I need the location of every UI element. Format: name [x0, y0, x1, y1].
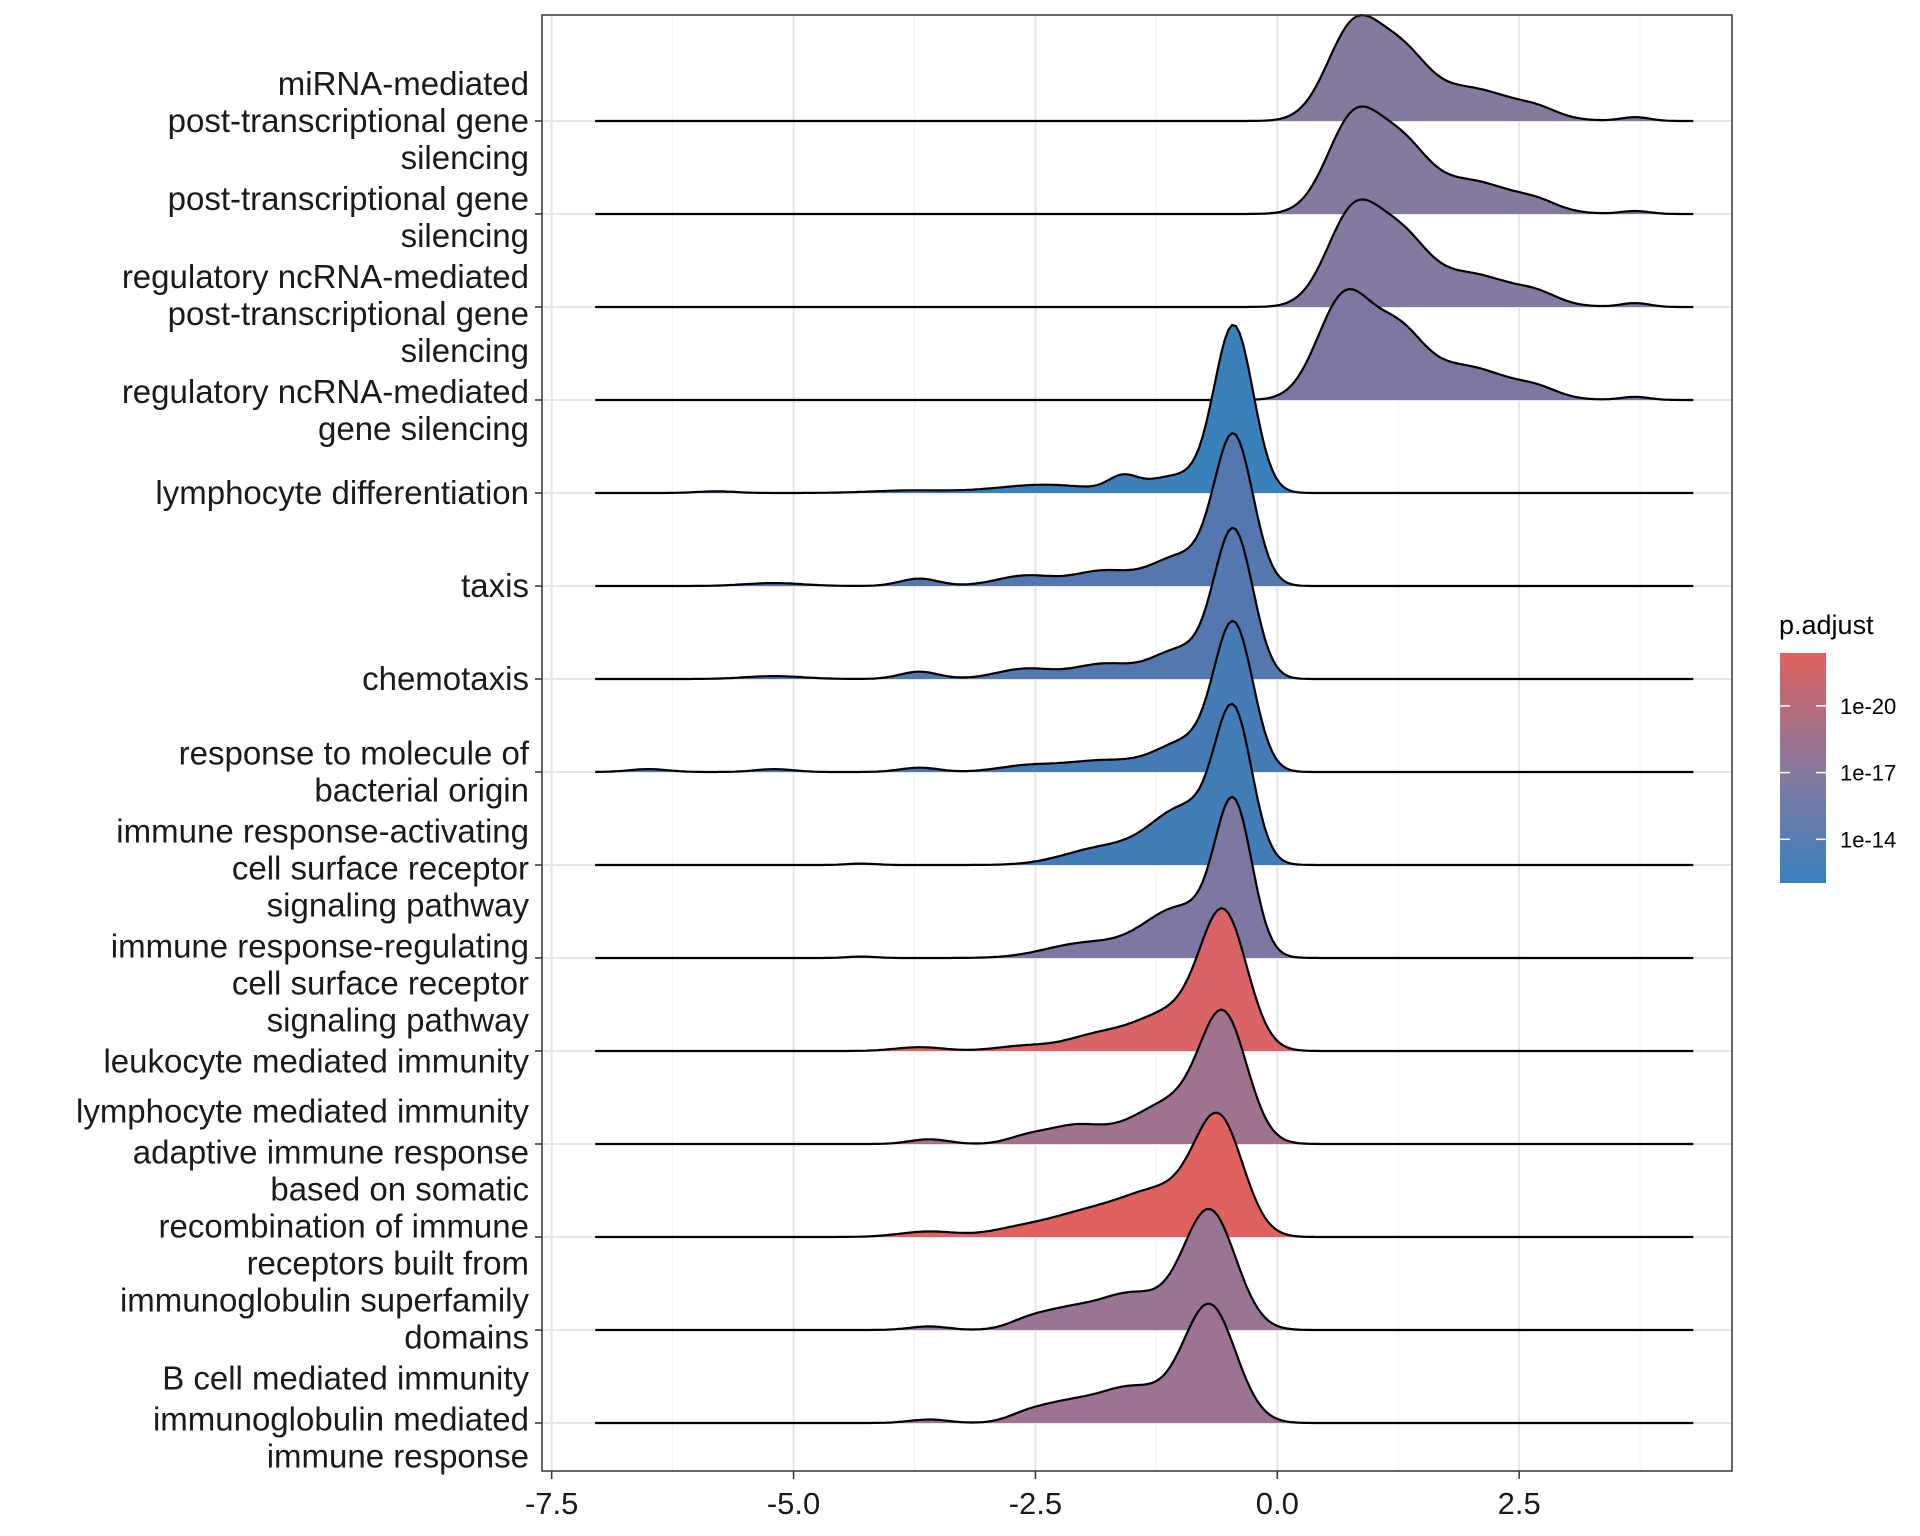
y-tick-label: immunoglobulin mediated [153, 1401, 529, 1438]
legend-tick-label: 1e-14 [1840, 827, 1896, 852]
y-tick-label: silencing [401, 332, 529, 369]
y-tick-label: cell surface receptor [232, 850, 529, 887]
ridges [595, 14, 1694, 1425]
ridge-line [595, 1111, 1694, 1239]
ridge-line [595, 105, 1694, 216]
legend-tick-label: 1e-17 [1840, 761, 1896, 786]
y-tick-label: lymphocyte differentiation [155, 474, 529, 511]
y-tick-label: post-transcriptional gene [168, 180, 529, 217]
panel-border [541, 14, 1733, 1472]
y-tick-label: B cell mediated immunity [162, 1360, 529, 1397]
ridge-fill [595, 1209, 1694, 1330]
y-tick-label: immunoglobulin superfamily [120, 1282, 530, 1319]
ridge-line [595, 526, 1694, 681]
y-tick-label: recombination of immune [158, 1208, 529, 1245]
ridge-fill [595, 908, 1694, 1051]
y-tick-label: gene silencing [318, 410, 529, 447]
y-tick-label: chemotaxis [362, 660, 529, 697]
ridge-line [595, 795, 1694, 960]
ridge-line [595, 14, 1694, 123]
y-tick-label: silencing [401, 217, 529, 254]
y-tick-label: post-transcriptional gene [168, 295, 529, 332]
y-tick-label: taxis [461, 567, 529, 604]
ridge-line [595, 619, 1694, 774]
y-tick-label: regulatory ncRNA-mediated [122, 258, 529, 295]
x-tick-label: -7.5 [525, 1486, 578, 1521]
x-tick-label: -5.0 [767, 1486, 820, 1521]
x-tick-label: 0.0 [1256, 1486, 1299, 1521]
y-tick-label: lymphocyte mediated immunity [76, 1093, 530, 1130]
x-axis: -7.5 -5.0 -2.5 0.0 2.5 [525, 1471, 1541, 1521]
y-tick-label: post-transcriptional gene [168, 102, 529, 139]
y-tick-label: signaling pathway [267, 1002, 530, 1039]
ridge-fill [595, 289, 1694, 400]
y-tick-label: based on somatic [270, 1171, 529, 1208]
ridge-fill [595, 15, 1694, 122]
y-tick-label: receptors built from [247, 1245, 529, 1282]
ridge-fill [595, 1303, 1694, 1423]
ridge-line [595, 323, 1694, 495]
ridge-fill [595, 796, 1694, 958]
panel-background [542, 15, 1732, 1471]
y-tick-label: domains [404, 1319, 529, 1356]
ridge-line [595, 907, 1694, 1053]
y-tick-label: immune response-regulating [111, 928, 529, 965]
y-tick-label: miRNA-mediated [278, 65, 529, 102]
y-tick-label: silencing [401, 139, 529, 176]
ridge-line [595, 198, 1694, 309]
ridge-line [595, 1008, 1694, 1146]
y-tick-label: adaptive immune response [133, 1134, 529, 1171]
ridge-fill [595, 1112, 1694, 1237]
y-tick-label: cell surface receptor [232, 965, 529, 1002]
ridge-line [595, 1302, 1694, 1425]
ridge-fill [595, 703, 1694, 865]
x-tick-label: -2.5 [1009, 1486, 1062, 1521]
y-tick-label: immune response-activating [116, 813, 529, 850]
x-tick-label: 2.5 [1498, 1486, 1541, 1521]
y-tick-label: regulatory ncRNA-mediated [122, 373, 529, 410]
ridge-line [595, 431, 1694, 588]
ridge-fill [595, 199, 1694, 307]
ridge-fill [595, 106, 1694, 214]
ridge-line [595, 1207, 1694, 1332]
legend-colorbar [1780, 653, 1826, 883]
y-tick-label: signaling pathway [267, 887, 530, 924]
y-tick-label: response to molecule of [179, 735, 530, 772]
ridge-line [595, 702, 1694, 867]
legend-tick-label: 1e-20 [1840, 694, 1896, 719]
legend: p.adjust 1e-20 1e-17 1e-14 [1779, 610, 1896, 883]
ridge-line [595, 287, 1694, 402]
ridge-fill [595, 1009, 1694, 1144]
y-tick-label: leukocyte mediated immunity [103, 1043, 529, 1080]
y-tick-label: immune response [267, 1438, 529, 1475]
legend-title: p.adjust [1779, 610, 1874, 640]
y-tick-label: bacterial origin [314, 772, 529, 809]
